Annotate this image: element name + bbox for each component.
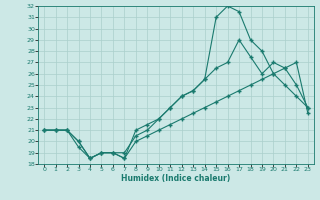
X-axis label: Humidex (Indice chaleur): Humidex (Indice chaleur) (121, 174, 231, 183)
